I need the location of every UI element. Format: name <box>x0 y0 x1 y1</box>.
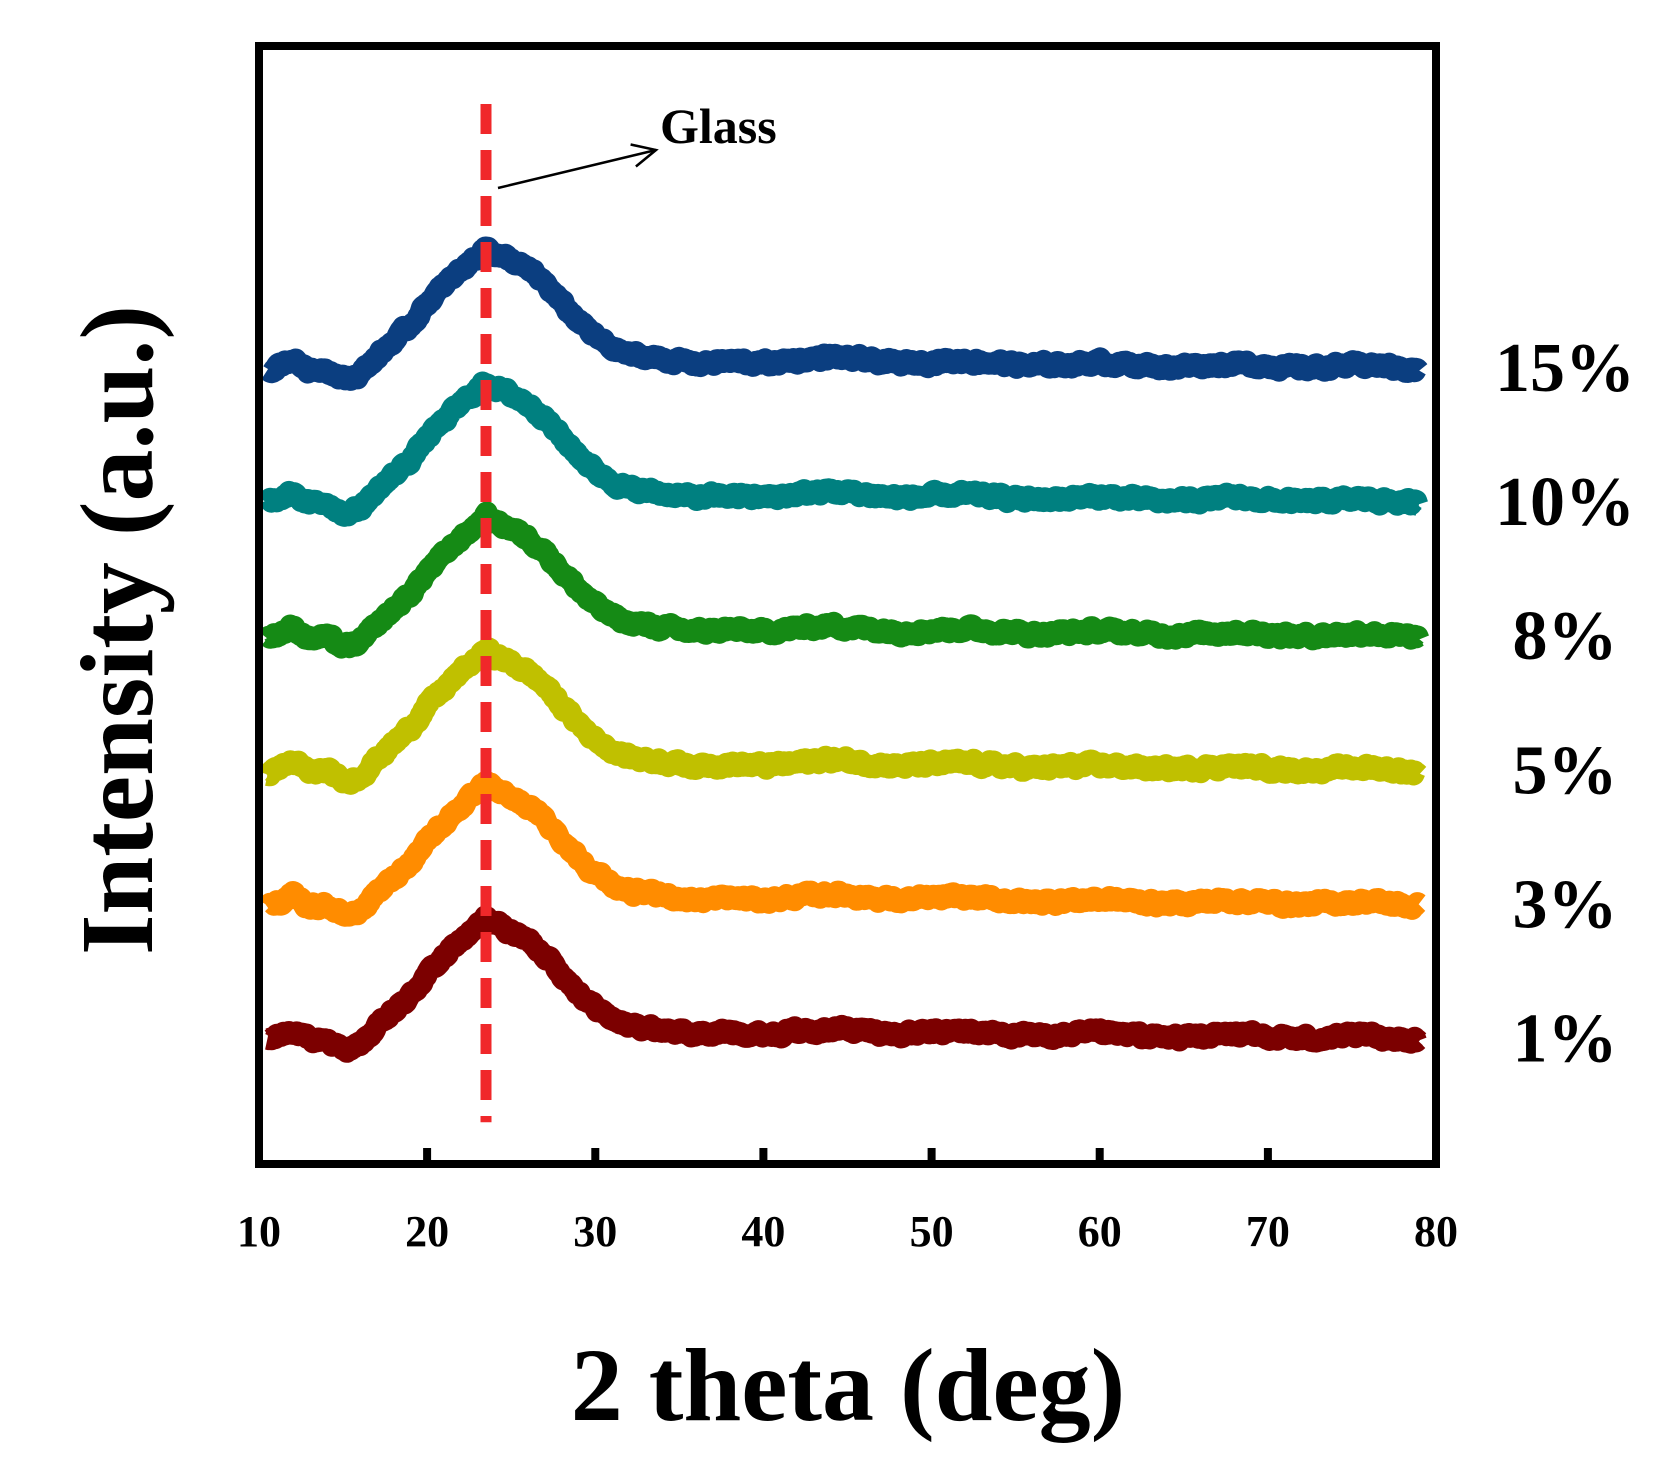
glass-arrowhead <box>630 143 659 168</box>
x-axis-title: 2 theta (deg) <box>571 1328 1126 1443</box>
series-line-6 <box>257 236 1429 391</box>
series-line-5 <box>257 371 1429 527</box>
series-label-1: 1% <box>1513 1001 1618 1078</box>
series-line-1 <box>257 905 1429 1063</box>
x-tick-label: 40 <box>741 1207 785 1256</box>
annotation-layer: Glass <box>480 98 777 1123</box>
x-tick-label: 10 <box>237 1207 281 1256</box>
x-tick-label: 80 <box>1414 1207 1458 1256</box>
series-label-6: 15% <box>1495 330 1635 407</box>
x-tick-layer: 10 20 30 40 50 60 70 80 <box>237 1148 1458 1256</box>
series-line-2 <box>257 770 1429 927</box>
series-label-2: 3% <box>1513 867 1618 944</box>
x-tick-label: 70 <box>1246 1207 1290 1256</box>
series-label-5: 10% <box>1495 464 1635 541</box>
glass-annotation-label: Glass <box>660 98 777 154</box>
series-label-layer: 1% 3% 5% 8% 10% 15% <box>1495 330 1635 1078</box>
glass-arrow-line <box>497 148 657 190</box>
series-label-4: 8% <box>1513 598 1618 675</box>
x-tick-label: 30 <box>573 1207 617 1256</box>
x-tick-label: 50 <box>910 1207 954 1256</box>
y-axis-title: Intensity (a.u.) <box>60 305 175 955</box>
series-label-3: 5% <box>1513 732 1618 809</box>
plot-frame <box>255 42 1440 1168</box>
series-line-3 <box>257 637 1429 795</box>
x-tick-label: 60 <box>1078 1207 1122 1256</box>
x-tick-label: 20 <box>405 1207 449 1256</box>
series-line-4 <box>257 501 1429 659</box>
series-layer <box>257 236 1429 1063</box>
